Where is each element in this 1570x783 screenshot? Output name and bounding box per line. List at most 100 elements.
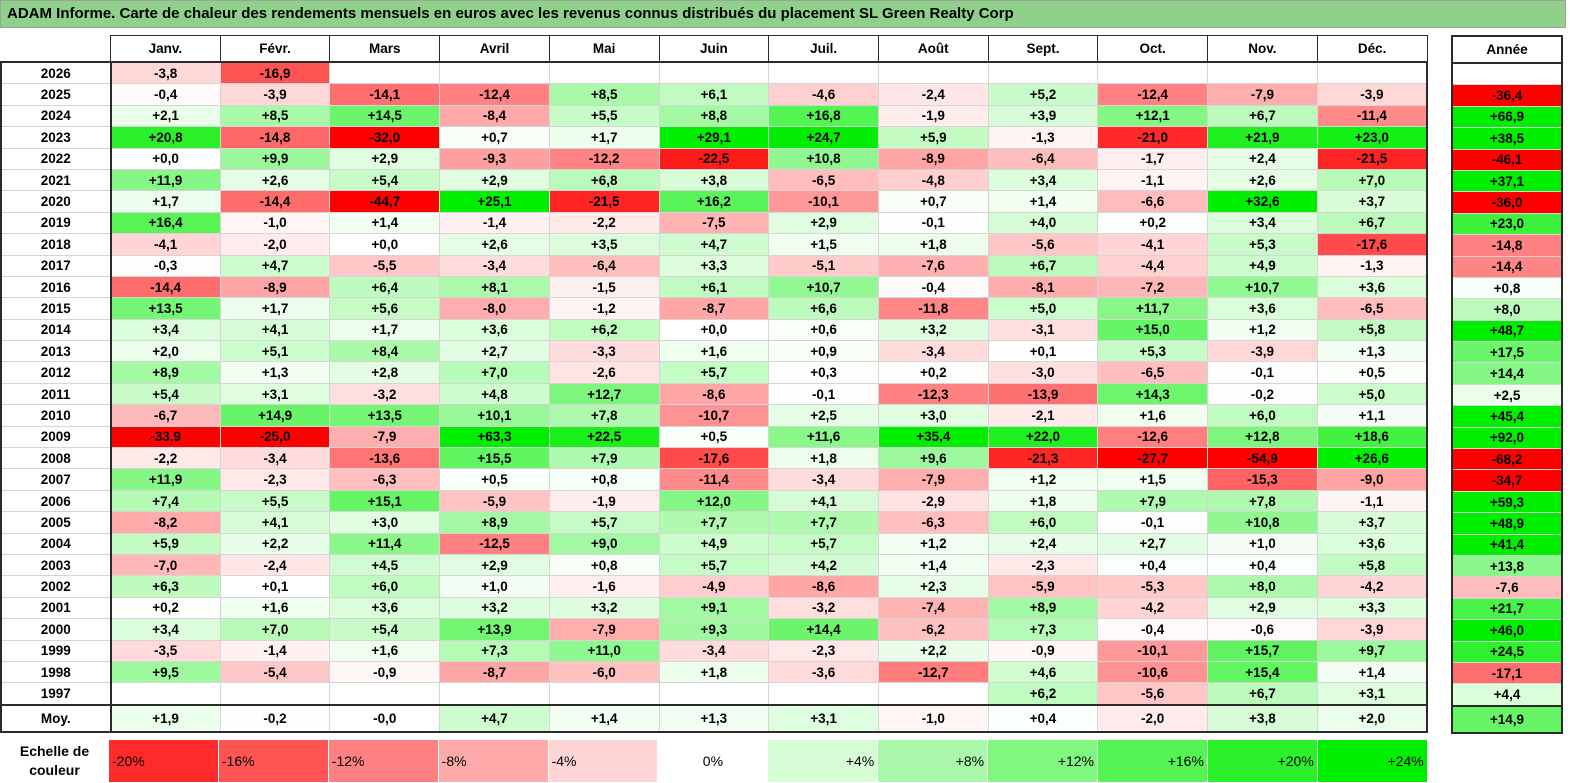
heatmap-cell	[1097, 61, 1209, 85]
annual-row: -34,7	[1451, 469, 1563, 492]
year-row: 2024 +2,1 +8,5 +14,5 -8,4 +5,5 +8,8 +16,8 -1,9 +3…	[0, 104, 1428, 128]
heatmap-cell: +7,9	[1097, 489, 1209, 513]
annual-row: +13,8	[1451, 554, 1563, 578]
average-cell: -0,2	[219, 703, 331, 733]
heatmap-cell: +12,1	[1097, 104, 1209, 128]
heatmap-cell	[439, 61, 550, 85]
heatmap-cell: +1,2	[877, 532, 989, 555]
heatmap-cell: +12,7	[548, 382, 660, 406]
year-row: 2013 +2,0 +5,1 +8,4 +2,7 -3,3 +1,6 +0,9 -3,4 +0,1…	[0, 340, 1428, 363]
heatmap-cell: +5,4	[110, 382, 221, 406]
heatmap-body: 2026 -3,8 -16,9 2025 -0,4 -3,9 -14,1 -12,4 +8,5 +…	[0, 61, 1428, 733]
year-row: 2018 -4,1 -2,0 +0,0 +2,6 +3,5 +4,7 +1,5 +1,8 -5,6…	[0, 233, 1428, 256]
year-row: 2012 +8,9 +1,3 +2,8 +7,0 -2,6 +5,7 +0,3 +0,2 -3,0…	[0, 361, 1428, 384]
header-corner	[1, 35, 111, 63]
heatmap-cell: -5,1	[768, 254, 879, 277]
heatmap-cell: +3,0	[329, 511, 441, 534]
heatmap-cell	[548, 682, 660, 706]
heatmap-cell: +1,5	[1097, 468, 1209, 491]
heatmap-cell: +5,0	[987, 297, 1099, 320]
heatmap-cell	[987, 61, 1099, 85]
heatmap-cell: +6,1	[658, 83, 770, 106]
annual-cell: -36,4	[1451, 84, 1563, 107]
heatmap-cell: +5,4	[329, 168, 441, 192]
heatmap-cell: +2,9	[439, 553, 550, 577]
heatmap-cell	[768, 61, 879, 85]
heatmap-cell: -8,1	[987, 275, 1099, 299]
heatmap-cell	[110, 682, 221, 706]
month-header: Avril	[439, 35, 550, 63]
heatmap-cell: +6,1	[658, 275, 770, 299]
year-row: 2014 +3,4 +4,1 +1,7 +3,6 +6,2 +0,0 +0,6 +3,2 -3,1…	[0, 318, 1428, 342]
annual-cell: +41,4	[1451, 533, 1563, 556]
heatmap-cell: -8,9	[219, 275, 331, 299]
color-scale-step: +24%	[1317, 740, 1428, 782]
heatmap-cell: +8,9	[110, 361, 221, 384]
heatmap-cell: -5,5	[329, 254, 441, 277]
heatmap-cell: -10,7	[658, 404, 770, 427]
heatmap-cell: +0,3	[768, 361, 879, 384]
year-label: 2015	[0, 297, 112, 320]
annual-cell: -7,6	[1451, 576, 1563, 599]
year-label: 2003	[0, 553, 112, 577]
year-label: 2010	[0, 404, 112, 427]
heatmap-cell: -11,4	[1316, 104, 1428, 128]
annual-row: +17,5	[1451, 341, 1563, 364]
heatmap-cell: +5,7	[768, 532, 879, 555]
heatmap-cell: -5,4	[219, 660, 331, 684]
heatmap-cell: -4,1	[110, 233, 221, 256]
average-cell: -1,0	[877, 703, 989, 733]
heatmap-cell: +8,9	[439, 511, 550, 534]
heatmap-cell: +7,3	[987, 618, 1099, 641]
heatmap-cell: +25,1	[439, 190, 550, 213]
heatmap-cell: +0,0	[329, 233, 441, 256]
month-header: Janv.	[110, 35, 221, 63]
heatmap-cell: +6,0	[1207, 404, 1318, 427]
heatmap-cell: +3,2	[439, 596, 550, 620]
heatmap-cell: +1,1	[1316, 404, 1428, 427]
heatmap-cell: +3,3	[658, 254, 770, 277]
heatmap-cell: +1,2	[1207, 318, 1318, 342]
year-label: 2019	[0, 211, 112, 235]
heatmap-cell: -3,2	[768, 596, 879, 620]
heatmap-cell: -0,1	[877, 211, 989, 235]
heatmap-cell: -2,3	[987, 553, 1099, 577]
heatmap-cell: +14,5	[329, 104, 441, 128]
annual-body: -36,4 +66,9 +38,5 -46,1 +37,1 -36,0 +23,0 -14,8…	[1451, 62, 1563, 734]
heatmap-cell: -9,0	[1316, 468, 1428, 491]
monthly-heatmap: Janv. Févr. Mars Avril Mai Juin Juil. Août Sept.…	[0, 35, 1428, 733]
heatmap-cell: +3,7	[1316, 511, 1428, 534]
color-scale-step: -8%	[438, 740, 549, 782]
heatmap-cell: +4,7	[219, 254, 331, 277]
annual-column: Année -36,4 +66,9 +38,5 -46,1 +37,1 -36,0 +23,…	[1451, 35, 1563, 734]
heatmap-cell: +5,7	[548, 511, 660, 534]
heatmap-cell: -8,7	[439, 660, 550, 684]
heatmap-cell	[658, 61, 770, 85]
heatmap-cell: +5,5	[219, 489, 331, 513]
heatmap-cell: +2,8	[329, 361, 441, 384]
average-row: Moy. +1,9 -0,2 -0,0 +4,7 +1,4 +1,3 +3,1 -1,0 +0,4…	[0, 703, 1428, 733]
heatmap-cell: +18,6	[1316, 425, 1428, 449]
heatmap-cell: -3,9	[219, 83, 331, 106]
heatmap-cell: -15,3	[1207, 468, 1318, 491]
annual-cell: +24,5	[1451, 640, 1563, 663]
heatmap-cell: -8,7	[658, 297, 770, 320]
year-row: 2022 +0,0 +9,9 +2,9 -9,3 -12,2 -22,5 +10,8 -8,9-…	[0, 147, 1428, 170]
heatmap-cell: -6,5	[768, 168, 879, 192]
heatmap-cell: +0,5	[1316, 361, 1428, 384]
year-row: 2001 +0,2 +1,6 +3,6 +3,2 +3,2 +9,1 -3,2 -7,4 +8,9…	[0, 596, 1428, 620]
year-row: 2016 -14,4 -8,9 +6,4 +8,1 -1,5 +6,1 +10,7 -0,4 -8…	[0, 275, 1428, 299]
heatmap-cell: +26,6	[1316, 447, 1428, 470]
heatmap-cell: +1,4	[877, 553, 989, 577]
heatmap-cell: +14,9	[219, 404, 331, 427]
heatmap-cell: +22,5	[548, 425, 660, 449]
annual-cell: +13,8	[1451, 554, 1563, 578]
heatmap-cell: -14,8	[219, 126, 331, 149]
annual-row: +59,3	[1451, 490, 1563, 514]
heatmap-cell: -2,3	[219, 468, 331, 491]
heatmap-cell: +35,4	[877, 425, 989, 449]
heatmap-cell	[877, 61, 989, 85]
heatmap-cell: +2,4	[1207, 147, 1318, 170]
color-scale-step: +4%	[768, 740, 879, 782]
year-row: 1998 +9,5 -5,4 -0,9 -8,7 -6,0 +1,8 -3,6 -12,7 +4,…	[0, 660, 1428, 684]
